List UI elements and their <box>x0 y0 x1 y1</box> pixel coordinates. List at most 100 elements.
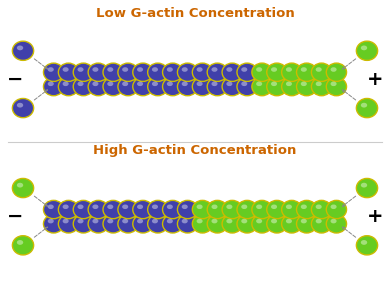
Text: −: − <box>7 207 23 226</box>
Ellipse shape <box>361 183 367 188</box>
Ellipse shape <box>211 219 218 223</box>
Ellipse shape <box>226 67 232 72</box>
Ellipse shape <box>282 63 302 81</box>
Ellipse shape <box>197 219 203 223</box>
Ellipse shape <box>326 63 347 81</box>
Ellipse shape <box>78 204 83 209</box>
Ellipse shape <box>282 215 302 233</box>
Ellipse shape <box>118 215 138 233</box>
Ellipse shape <box>282 201 302 219</box>
Ellipse shape <box>148 78 168 96</box>
Ellipse shape <box>207 201 227 219</box>
Ellipse shape <box>43 201 64 219</box>
Ellipse shape <box>286 67 292 72</box>
Ellipse shape <box>207 215 227 233</box>
Ellipse shape <box>63 67 69 72</box>
Title: High G-actin Concentration: High G-actin Concentration <box>93 144 297 157</box>
Ellipse shape <box>103 215 123 233</box>
Ellipse shape <box>252 215 272 233</box>
Ellipse shape <box>197 67 203 72</box>
Ellipse shape <box>78 81 83 86</box>
Ellipse shape <box>177 201 198 219</box>
Ellipse shape <box>331 219 337 223</box>
Ellipse shape <box>256 67 262 72</box>
Ellipse shape <box>331 81 337 86</box>
Ellipse shape <box>73 63 94 81</box>
Ellipse shape <box>316 67 322 72</box>
Ellipse shape <box>197 204 203 209</box>
Ellipse shape <box>63 204 69 209</box>
Ellipse shape <box>271 219 277 223</box>
Ellipse shape <box>356 41 378 60</box>
Ellipse shape <box>301 219 307 223</box>
Ellipse shape <box>252 78 272 96</box>
Ellipse shape <box>237 78 257 96</box>
Ellipse shape <box>252 201 272 219</box>
Ellipse shape <box>226 81 232 86</box>
Ellipse shape <box>192 63 213 81</box>
Ellipse shape <box>286 219 292 223</box>
Ellipse shape <box>17 183 23 188</box>
Ellipse shape <box>361 45 367 50</box>
Ellipse shape <box>137 204 143 209</box>
Ellipse shape <box>226 219 232 223</box>
Ellipse shape <box>241 81 247 86</box>
Ellipse shape <box>316 219 322 223</box>
Ellipse shape <box>152 81 158 86</box>
Title: Low G-actin Concentration: Low G-actin Concentration <box>96 7 294 20</box>
Ellipse shape <box>12 98 34 118</box>
Ellipse shape <box>311 215 332 233</box>
Ellipse shape <box>148 201 168 219</box>
Ellipse shape <box>177 215 198 233</box>
Ellipse shape <box>211 81 218 86</box>
Ellipse shape <box>12 236 34 255</box>
Text: +: + <box>366 207 383 226</box>
Ellipse shape <box>211 204 218 209</box>
Ellipse shape <box>12 41 34 60</box>
Ellipse shape <box>167 67 173 72</box>
Ellipse shape <box>122 81 128 86</box>
Ellipse shape <box>222 215 242 233</box>
Ellipse shape <box>43 215 64 233</box>
Ellipse shape <box>207 63 227 81</box>
Ellipse shape <box>58 215 79 233</box>
Ellipse shape <box>167 204 173 209</box>
Ellipse shape <box>296 78 317 96</box>
Ellipse shape <box>137 219 143 223</box>
Ellipse shape <box>122 219 128 223</box>
Ellipse shape <box>211 67 218 72</box>
Ellipse shape <box>222 78 242 96</box>
Ellipse shape <box>301 204 307 209</box>
Ellipse shape <box>316 204 322 209</box>
Ellipse shape <box>301 67 307 72</box>
Ellipse shape <box>311 201 332 219</box>
Ellipse shape <box>73 215 94 233</box>
Ellipse shape <box>137 81 143 86</box>
Ellipse shape <box>296 215 317 233</box>
Ellipse shape <box>152 219 158 223</box>
Ellipse shape <box>133 215 153 233</box>
Ellipse shape <box>48 204 54 209</box>
Ellipse shape <box>122 204 128 209</box>
Ellipse shape <box>107 81 113 86</box>
Ellipse shape <box>103 201 123 219</box>
Ellipse shape <box>331 204 337 209</box>
Ellipse shape <box>241 204 247 209</box>
Ellipse shape <box>133 201 153 219</box>
Ellipse shape <box>163 78 183 96</box>
Ellipse shape <box>58 201 79 219</box>
Ellipse shape <box>237 201 257 219</box>
Ellipse shape <box>103 78 123 96</box>
Ellipse shape <box>182 219 188 223</box>
Ellipse shape <box>122 67 128 72</box>
Ellipse shape <box>177 78 198 96</box>
Ellipse shape <box>282 78 302 96</box>
Ellipse shape <box>107 204 113 209</box>
Ellipse shape <box>133 78 153 96</box>
Ellipse shape <box>192 78 213 96</box>
Ellipse shape <box>252 63 272 81</box>
Ellipse shape <box>12 179 34 198</box>
Ellipse shape <box>256 219 262 223</box>
Ellipse shape <box>361 240 367 245</box>
Ellipse shape <box>73 201 94 219</box>
